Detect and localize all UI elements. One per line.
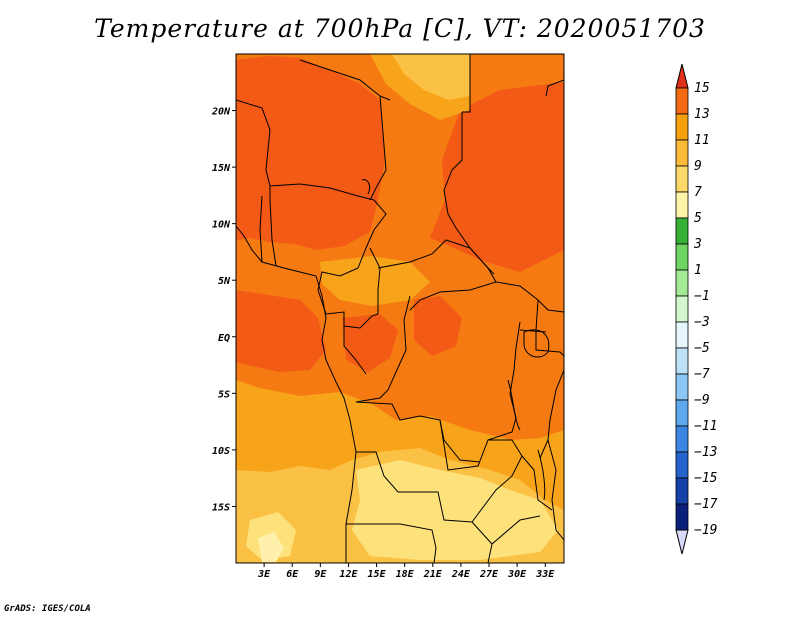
legend-color-box [675,113,689,141]
lat-tick-label: 10N [212,220,231,231]
lon-tick-label: 30E [507,569,527,580]
lat-tick-label: 5N [218,276,231,287]
legend-color-box [675,321,689,349]
border-angola [355,401,481,523]
legend-level-label: 13 [694,107,710,122]
legend-color-box [675,139,689,167]
lon-tick-label: 15E [368,569,387,580]
legend-level-label: −9 [694,393,710,408]
lon-tick-label: 24E [451,569,471,580]
legend-level-label: 5 [694,211,702,226]
color-legend: 15 13 11 9 7 5 3 1 −1 −3 −5 −7 −9 −11 −13 −15 −17 −19 [675,63,718,555]
legend-bottom-arrow [675,529,689,555]
legend-level-label: −3 [694,315,710,330]
temperature-13-region-west [236,56,385,250]
country-borders [236,54,564,563]
legend-color-box [675,477,689,505]
border-drc-east [487,321,521,441]
lon-tick-label: 6E [286,569,299,580]
lat-tick-label: 15S [212,502,230,513]
legend-color-box [675,451,689,479]
border-mali-niger [236,99,271,200]
border-car [377,239,497,311]
legend-level-label: 1 [694,263,702,278]
legend-level-label: 9 [694,159,702,174]
legend-color-box [675,425,689,453]
map-title: Temperature at 700hPa [C], VT: 202005170… [94,14,706,43]
border-malawi-mozambique [521,439,553,511]
temperature-3-region-southwest [258,532,284,562]
legend-level-label: 11 [694,133,710,148]
lake-chad [361,179,371,195]
border-cameroon [317,247,381,315]
border-algeria-libya [299,59,391,201]
lat-tick-label: 10S [212,446,230,457]
lat-tick-label: 5S [218,389,230,400]
legend-color-box [675,243,689,271]
border-congo-drc [355,295,411,403]
coastline-west [236,225,357,563]
legend-color-box [675,165,689,193]
lon-tick-label: 9E [314,569,327,580]
grads-credit: GrADS: IGES/COLA [4,604,91,614]
legend-color-box [675,269,689,297]
lon-tick-label: 3E [257,569,271,580]
legend-color-box [675,87,689,115]
legend-color-box [675,399,689,427]
legend-level-label: 7 [694,185,702,200]
border-zimbabwe [471,515,541,563]
legend-level-label: −7 [694,367,710,382]
legend-level-label: −17 [694,497,718,512]
legend-top-arrow [675,63,689,89]
legend-level-label: −15 [694,471,718,486]
lake-malawi [537,449,546,501]
temperature-7-region-north [392,54,470,100]
lake-tanganyika [507,379,521,431]
legend-level-label: 3 [693,237,702,252]
temperature-13-region-east-congo [414,296,462,356]
legend-level-label: −1 [694,289,710,304]
map-frame [235,53,565,564]
temperature-13-region-north-east [430,82,564,272]
border-benin-togo [259,195,277,267]
temperature-field [236,54,564,563]
legend-level-label: −19 [694,523,717,538]
lat-tick-label: 20N [211,107,231,118]
legend-color-box [675,373,689,401]
latitude-axis: 20N 15N 10N 5N EQ 5S 10S 15S [211,107,236,513]
legend-level-label: −11 [694,419,717,434]
legend-color-box [675,191,689,219]
legend-color-box [675,295,689,323]
coastline-east [545,79,564,541]
temperature-13-region-congo [342,314,398,372]
lon-tick-label: 12E [339,569,358,580]
border-zambia [439,419,523,523]
legend-level-label: −5 [694,341,710,356]
temperature-13-region-west-central [236,290,326,372]
legend-level-label: −13 [694,445,717,460]
temperature-5-region-south [352,460,558,560]
border-namibia [346,523,437,563]
legend-level-label: 15 [694,81,710,96]
border-libya-egypt [462,54,471,113]
lon-tick-label: 33E [535,569,555,580]
lon-tick-label: 18E [396,569,415,580]
lat-tick-label: EQ [218,333,230,344]
legend-color-box [675,503,689,531]
border-niger-nigeria [269,183,387,269]
legend-color-box [675,217,689,245]
border-gabon [325,311,379,375]
temperature-9-region-sahel [320,256,430,306]
longitude-axis: 3E 6E 9E 12E 15E 18E 21E 24E 27E 30E 33E [257,563,555,580]
lon-tick-label: 21E [423,569,443,580]
legend-color-box [675,347,689,375]
lat-tick-label: 15N [212,163,231,174]
lon-tick-label: 27E [479,569,499,580]
lake-victoria [523,329,550,358]
